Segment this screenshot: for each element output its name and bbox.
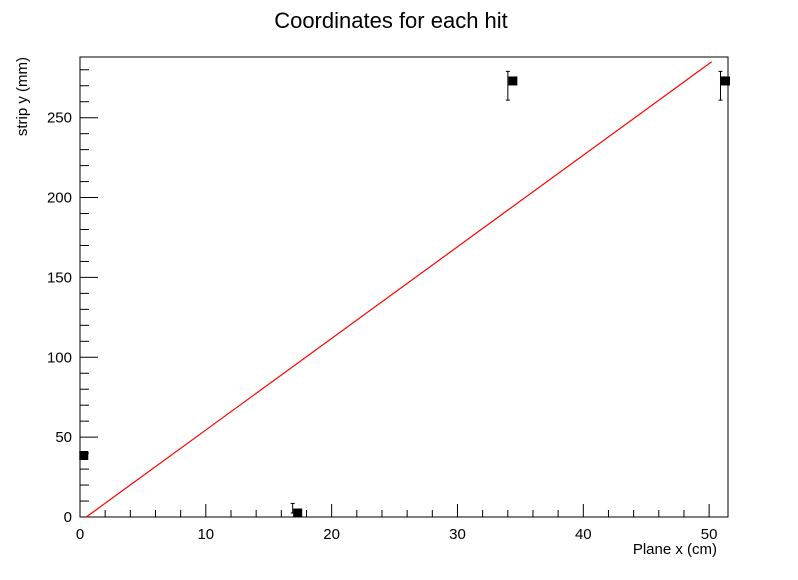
- data-point: [508, 76, 518, 86]
- y-axis-label: strip y (mm): [14, 57, 31, 136]
- data-points: [79, 70, 730, 518]
- y-tick-label: 200: [47, 190, 72, 207]
- x-tick-label: 30: [449, 526, 466, 543]
- data-point: [293, 508, 303, 518]
- y-tick-label: 50: [55, 429, 72, 446]
- x-tick-label: 20: [323, 526, 340, 543]
- y-tick-label: 100: [47, 349, 72, 366]
- fit-line-group: [85, 61, 712, 518]
- fit-line: [85, 61, 712, 518]
- x-tick-label: 10: [197, 526, 214, 543]
- y-axis: 0 50 100 150 200 250: [47, 69, 98, 526]
- x-axis-label: Plane x (cm): [633, 541, 717, 558]
- data-point: [720, 76, 730, 86]
- y-tick-label: 0: [64, 509, 72, 526]
- data-point: [79, 451, 89, 461]
- x-tick-label: 50: [701, 526, 718, 543]
- y-tick-label: 250: [47, 110, 72, 127]
- x-tick-label: 40: [575, 526, 592, 543]
- x-tick-label: 0: [76, 526, 84, 543]
- plot-frame: [79, 56, 729, 518]
- y-tick-label: 150: [47, 269, 72, 286]
- chart-title: Coordinates for each hit: [274, 8, 508, 33]
- x-axis: 0 10 20 30 40 50: [76, 504, 718, 543]
